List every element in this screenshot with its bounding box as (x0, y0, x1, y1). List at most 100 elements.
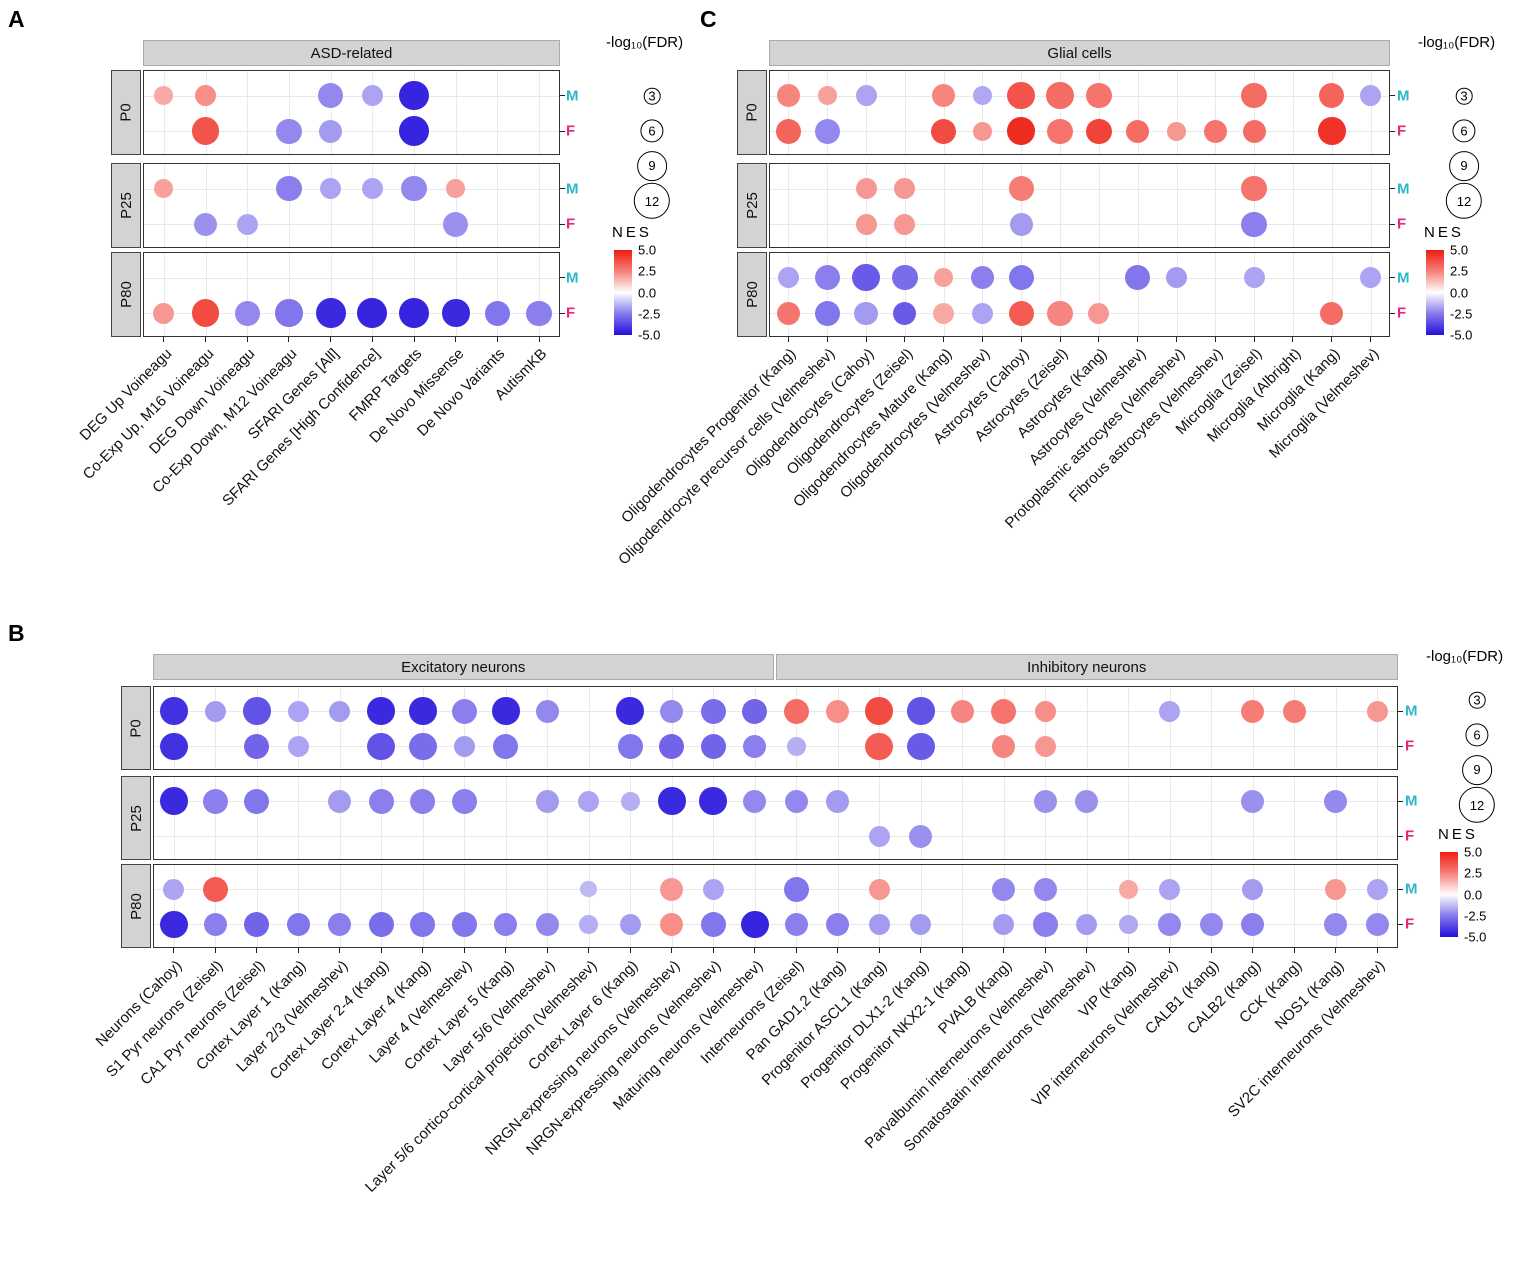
nes-dot (195, 85, 217, 106)
gridline-v (505, 687, 507, 769)
gridline-v (1098, 164, 1100, 247)
gridline-v (1060, 253, 1062, 336)
panel-label-B: B (8, 620, 25, 646)
axis-tick-x (505, 948, 507, 953)
nes-dot (163, 878, 185, 900)
gridline-v (879, 865, 881, 947)
nes-dot (950, 699, 974, 723)
nes-dot (933, 302, 955, 324)
nes-tick-label: 5.0 (638, 242, 657, 258)
nes-dot (855, 213, 877, 235)
nes-dot (1047, 300, 1073, 326)
nes-dot (700, 911, 726, 938)
nes-dot (993, 913, 1015, 935)
axis-tick-y (1390, 188, 1395, 189)
axis-tick-x (297, 948, 299, 953)
gridline-v (422, 865, 424, 947)
gridline-v (381, 687, 383, 769)
gridline-v (1137, 164, 1139, 247)
axis-tick-y (1398, 710, 1403, 712)
nes-tick-label: 0.0 (1450, 285, 1469, 300)
fdr-legend-circle: 9 (1449, 151, 1479, 181)
nes-dot (817, 86, 837, 105)
nes-dot (1241, 211, 1267, 237)
gridline-v (920, 687, 922, 769)
gridline-v (1252, 865, 1254, 947)
nes-dot (328, 912, 352, 937)
nes-dot (579, 915, 599, 934)
nes-dot (328, 789, 352, 813)
nes-dot (1317, 117, 1346, 145)
gridline-v (588, 777, 590, 859)
nes-dot (361, 85, 383, 106)
gridline-v (464, 865, 466, 947)
facet-header-glial-cells: Glial cells (769, 40, 1390, 66)
gridline-v (381, 865, 383, 947)
facet-header-asd-related: ASD-related (143, 40, 560, 66)
axis-tick-x (288, 337, 290, 342)
gridline-v (1021, 164, 1023, 247)
nes-dot (1034, 700, 1056, 722)
axis-tick-y (1398, 888, 1403, 890)
gridline-v (505, 777, 507, 859)
fdr-legend-circle: 3 (1455, 87, 1473, 105)
nes-dot (660, 912, 684, 937)
gridline-v (588, 687, 590, 769)
sex-label-m: M (1397, 180, 1410, 197)
axis-tick-x (1210, 948, 1212, 953)
nes-dot (1032, 911, 1058, 938)
fdr-legend-circle: 6 (640, 119, 664, 143)
nes-dot (1167, 121, 1186, 141)
axis-tick-x (1137, 337, 1139, 342)
nes-dot (159, 787, 188, 815)
gridline-v (671, 777, 673, 859)
axis-tick-x (588, 948, 590, 953)
gridline-v (256, 777, 258, 859)
gridline-v (962, 687, 964, 769)
nes-dot (854, 301, 878, 325)
row-strip-p80: P80 (737, 252, 767, 337)
panel-cell (143, 70, 560, 155)
nes-tick-label: 2.5 (638, 263, 657, 279)
fdr-legend-title: -log₁₀(FDR) (1426, 648, 1504, 665)
nes-dot (1118, 879, 1138, 899)
axis-tick-x (1376, 948, 1378, 953)
gridline-v (455, 253, 457, 336)
nes-dot (852, 263, 880, 292)
nes-dot (236, 213, 258, 235)
gridline-v (1292, 253, 1294, 336)
panel-cell (153, 686, 1398, 770)
gridline-v (1003, 777, 1005, 859)
gridline-v (1370, 71, 1372, 154)
gridline-v (920, 777, 922, 859)
nes-dot (535, 699, 559, 723)
gridline-v (788, 253, 790, 336)
sex-label-f: F (1405, 827, 1415, 845)
nes-dot (1366, 878, 1388, 900)
gridline-v (1377, 777, 1379, 859)
nes-dot (1241, 912, 1265, 937)
nes-dot (1243, 267, 1265, 288)
gridline-v (588, 865, 590, 947)
nes-dot (786, 737, 806, 756)
nes-dot (910, 913, 932, 935)
gridline-h (154, 836, 1397, 838)
gridline-v (713, 865, 715, 947)
row-strip-label: P25 (127, 804, 145, 832)
gridline-v (1215, 71, 1217, 154)
nes-dot (1007, 117, 1036, 145)
nes-dot (775, 118, 802, 144)
nes-dot (814, 300, 840, 326)
nes-dot (244, 733, 270, 760)
gridline-v (943, 164, 945, 247)
gridline-v (497, 253, 499, 336)
gridline-v (288, 253, 290, 336)
row-strip-label: P0 (743, 103, 761, 122)
nes-dot (1166, 267, 1188, 288)
axis-tick-y (1398, 745, 1403, 747)
gridline-h (144, 224, 559, 226)
gridline-v (1331, 71, 1333, 154)
axis-tick-x (1098, 337, 1100, 342)
nes-dot (784, 789, 808, 813)
axis-tick-x (1253, 337, 1255, 342)
